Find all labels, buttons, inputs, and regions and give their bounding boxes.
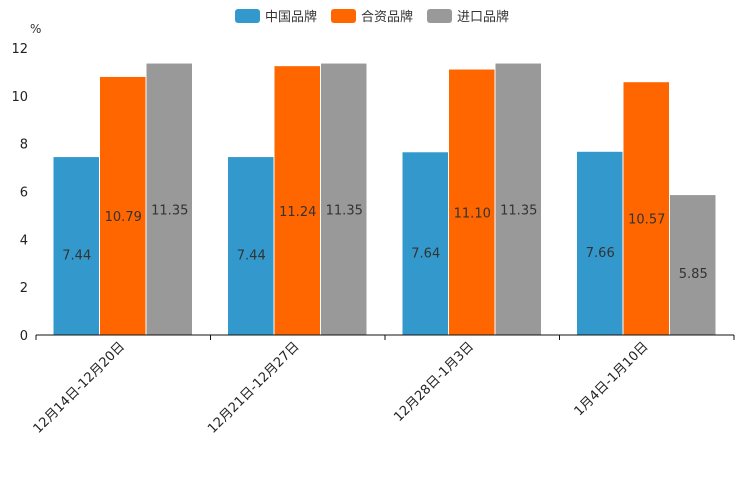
legend: 中国品牌 合资品牌 进口品牌 (0, 6, 744, 25)
data-label: 11.35 (151, 204, 188, 219)
bar-2-1[interactable] (321, 63, 367, 335)
y-tick-label: 6 (20, 186, 28, 201)
data-label: 7.44 (62, 249, 91, 264)
data-label: 11.10 (454, 207, 491, 222)
legend-item-import[interactable]: 进口品牌 (427, 6, 509, 25)
bar-1-0[interactable] (100, 76, 146, 336)
bar-1-1[interactable] (274, 66, 321, 335)
bar-2-3[interactable] (670, 195, 716, 335)
data-label: 5.85 (679, 267, 708, 282)
legend-swatch-joint (330, 8, 356, 23)
y-tick-label: 12 (11, 42, 28, 57)
data-label: 10.57 (628, 213, 665, 228)
legend-label-joint: 合资品牌 (360, 10, 413, 25)
bar-2-0[interactable] (146, 63, 193, 335)
y-tick-label: 2 (20, 281, 28, 296)
x-tick-label: 12月28日-1月3日 (391, 339, 477, 425)
data-label: 10.79 (105, 210, 142, 225)
y-tick-label: 8 (20, 138, 28, 153)
data-label: 11.24 (279, 205, 316, 220)
legend-label-china: 中国品牌 (264, 10, 317, 25)
x-tick-label: 12月14日-12月20日 (31, 339, 128, 436)
bar-2-2[interactable] (495, 63, 542, 335)
bar-0-0[interactable] (53, 157, 100, 335)
legend-label-import: 进口品牌 (457, 10, 510, 25)
y-tick-label: 4 (20, 233, 28, 248)
data-label: 7.44 (237, 249, 266, 264)
y-tick-label: 0 (20, 329, 28, 344)
data-label: 11.35 (500, 204, 537, 219)
y-tick-label: 10 (11, 90, 28, 105)
x-tick-label: 1月4日-1月10日 (572, 339, 652, 419)
bar-0-3[interactable] (577, 151, 623, 335)
legend-item-china[interactable]: 中国品牌 (234, 6, 317, 25)
bar-0-2[interactable] (402, 152, 449, 335)
bar-0-1[interactable] (228, 157, 274, 335)
legend-swatch-china (234, 8, 260, 23)
legend-swatch-import (427, 8, 452, 23)
data-label: 11.35 (326, 204, 363, 219)
bar-1-3[interactable] (623, 82, 670, 335)
data-label: 7.66 (586, 246, 615, 261)
y-axis-unit: % (30, 22, 42, 36)
data-label: 7.64 (411, 246, 440, 261)
x-tick-label: 12月21日-12月27日 (205, 339, 302, 436)
bar-1-2[interactable] (449, 69, 495, 336)
legend-item-joint[interactable]: 合资品牌 (330, 6, 413, 25)
